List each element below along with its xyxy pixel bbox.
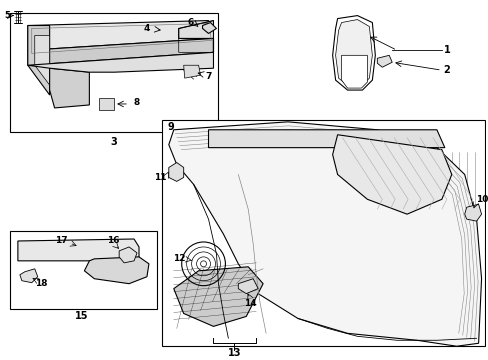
Polygon shape: [84, 257, 149, 284]
Polygon shape: [208, 130, 444, 148]
Text: 18: 18: [36, 279, 48, 288]
Polygon shape: [341, 55, 366, 88]
Text: 1: 1: [443, 45, 449, 55]
Text: 10: 10: [475, 195, 487, 204]
Polygon shape: [119, 247, 137, 263]
Text: 5: 5: [4, 11, 10, 20]
Polygon shape: [99, 98, 114, 110]
Polygon shape: [332, 135, 451, 214]
Text: 6: 6: [187, 18, 193, 27]
Bar: [10, 231, 157, 309]
Polygon shape: [173, 267, 263, 327]
Text: 2: 2: [443, 65, 449, 75]
Text: 17: 17: [55, 237, 68, 246]
Text: 3: 3: [111, 137, 117, 147]
Text: 14: 14: [244, 299, 256, 308]
Polygon shape: [202, 23, 216, 33]
Polygon shape: [28, 21, 213, 50]
Text: 7: 7: [205, 72, 211, 81]
Text: 12: 12: [173, 255, 185, 264]
Text: 11: 11: [154, 173, 166, 182]
Text: 4: 4: [143, 24, 150, 33]
Polygon shape: [35, 35, 50, 85]
Text: 9: 9: [167, 122, 174, 132]
Polygon shape: [332, 15, 375, 90]
Polygon shape: [20, 269, 38, 283]
Text: 16: 16: [107, 237, 119, 246]
Polygon shape: [28, 26, 50, 95]
Polygon shape: [335, 19, 371, 87]
Polygon shape: [18, 239, 139, 261]
Text: 15: 15: [75, 311, 88, 321]
Polygon shape: [168, 163, 183, 181]
Bar: [10, 13, 218, 132]
Polygon shape: [168, 122, 481, 346]
Polygon shape: [28, 39, 213, 65]
Polygon shape: [28, 52, 213, 72]
Polygon shape: [178, 21, 213, 52]
Polygon shape: [464, 204, 481, 221]
Polygon shape: [377, 55, 391, 67]
Text: 13: 13: [227, 348, 241, 358]
Polygon shape: [50, 68, 89, 108]
Polygon shape: [183, 65, 200, 78]
Bar: [162, 120, 484, 346]
Text: 8: 8: [134, 99, 140, 108]
Polygon shape: [238, 279, 258, 294]
